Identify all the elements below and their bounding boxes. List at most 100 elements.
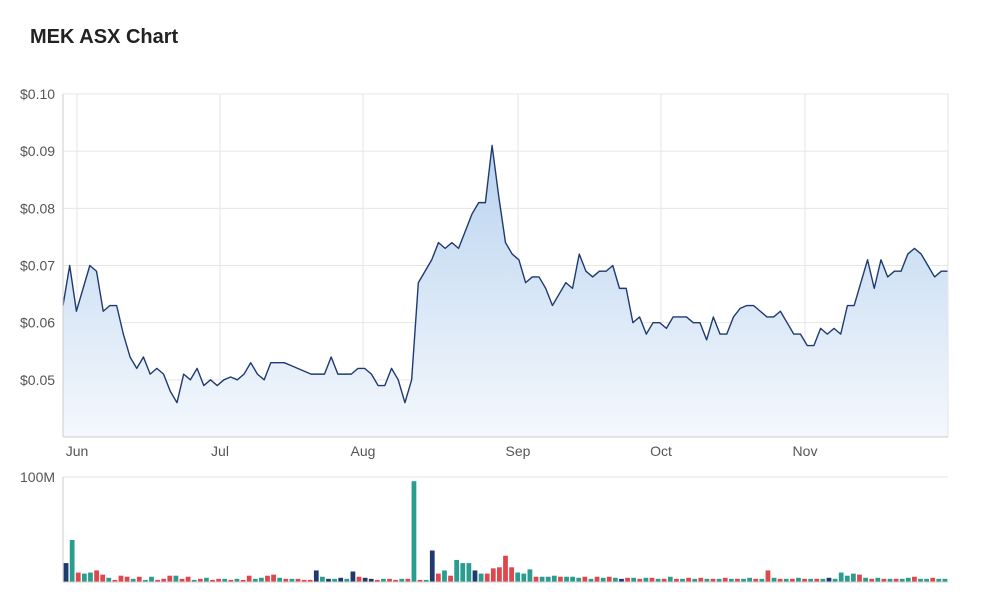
volume-bar [155, 579, 160, 582]
volume-bar [808, 578, 814, 582]
volume-bar [454, 559, 460, 582]
volume-bar [484, 573, 490, 582]
y-tick-label: $0.09 [20, 143, 55, 159]
volume-bar [698, 577, 704, 582]
volume-bar [887, 578, 893, 582]
volume-bar [69, 540, 75, 582]
volume-bar [796, 577, 801, 582]
volume-bar [124, 576, 130, 582]
volume-bar [667, 576, 673, 582]
volume-bar [228, 579, 234, 582]
volume-bar [417, 579, 423, 582]
volume-bar [161, 578, 167, 582]
volume-bar [893, 578, 899, 582]
y-tick-label: $0.06 [20, 315, 55, 331]
volume-bar [234, 578, 240, 582]
volume-bar [149, 576, 154, 582]
volume-bar [680, 578, 685, 582]
volume-bar [625, 577, 630, 582]
volume-bar [191, 579, 197, 582]
volume-bar [503, 555, 508, 582]
volume-bar [435, 573, 441, 582]
y-tick-label: $0.10 [20, 86, 55, 102]
volume-bar [844, 575, 850, 582]
volume-bar [918, 578, 923, 582]
price-area [62, 144, 948, 437]
volume-bar [533, 576, 539, 582]
volume-bar [344, 578, 350, 582]
price-line [62, 144, 948, 404]
volume-bar [619, 578, 624, 582]
volume-bar [631, 577, 637, 582]
volume-bar [246, 575, 252, 582]
volume-bar [393, 579, 399, 582]
volume-bar [539, 576, 545, 582]
volume-bar [307, 579, 313, 582]
volume-bar [265, 575, 270, 582]
volume-bar [442, 570, 447, 582]
tick-labels: $0.10 $0.09 $0.08 $0.07 $0.06 $0.05 Jun Jul Aug S… [20, 86, 817, 459]
volume-bar [399, 578, 405, 582]
volume-bar [185, 576, 191, 582]
volume-bar [173, 575, 179, 582]
volume-bar [240, 579, 246, 582]
volume-bar [643, 577, 649, 582]
volume-bar [930, 577, 936, 582]
volume-bar [210, 579, 215, 582]
x-tick-label: Oct [650, 443, 672, 459]
volume-bar [612, 577, 618, 582]
volume-bar [338, 577, 344, 582]
volume-bar [838, 572, 844, 582]
volume-bar [497, 567, 502, 582]
volume-bar [411, 481, 417, 582]
volume-bar [216, 578, 222, 582]
volume-bar [637, 578, 643, 582]
volume-bar [258, 577, 264, 582]
volume-bar [326, 578, 331, 582]
volume-bar [771, 577, 777, 582]
volume-bar [881, 578, 887, 582]
volume-bar [63, 563, 69, 582]
volume-bar [735, 578, 740, 582]
volume-bar [674, 578, 679, 582]
volume-bar [179, 578, 185, 582]
volume-bar [588, 578, 594, 582]
volume-bar [905, 577, 911, 582]
volume-bar [405, 578, 411, 582]
volume-bar [564, 576, 569, 582]
volume-bar [350, 571, 356, 582]
volume-bar [460, 563, 466, 582]
volume-bar [600, 577, 606, 582]
volume-bar [942, 578, 948, 582]
volume-bar [704, 578, 710, 582]
volume-bar [112, 579, 118, 582]
volume-y-tick-label: 100M [20, 469, 55, 485]
volume-bar [594, 576, 600, 582]
volume-bar [448, 575, 453, 582]
volume-bar [143, 579, 148, 582]
volume-bar [765, 570, 771, 582]
volume-bar [759, 578, 765, 582]
volume-bar [222, 578, 228, 582]
price-area-fill [63, 145, 948, 437]
x-tick-label: Sep [506, 443, 531, 459]
volume-bar [527, 569, 533, 582]
volume-bar [368, 578, 374, 582]
volume-bar [722, 577, 728, 582]
volume-bar [88, 572, 93, 582]
volume-bar [570, 576, 576, 582]
volume-bar [356, 576, 362, 582]
volume-bar [692, 578, 698, 582]
volume-bar [381, 578, 386, 582]
volume-bar [130, 578, 136, 582]
axes [62, 94, 949, 438]
volume-bar [252, 578, 258, 582]
volume-bar [197, 578, 203, 582]
volume-bar [332, 578, 337, 582]
volume-bar [661, 578, 667, 582]
volume-bar [576, 577, 582, 582]
volume-bar [81, 573, 87, 582]
volume-bar [814, 578, 820, 582]
volume-bar [741, 578, 746, 582]
